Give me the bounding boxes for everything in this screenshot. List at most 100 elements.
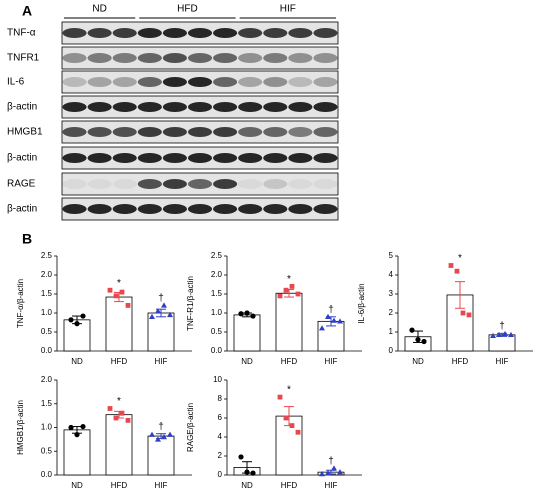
y-tick-label: 2.0 bbox=[41, 270, 53, 279]
data-point bbox=[490, 332, 496, 338]
data-point bbox=[161, 434, 167, 440]
y-tick-label: 1.5 bbox=[41, 289, 53, 298]
blot-row-label: HMGB1 bbox=[7, 127, 43, 138]
blot-band bbox=[112, 179, 137, 189]
data-point bbox=[409, 327, 415, 333]
blot-band bbox=[87, 204, 112, 214]
blot-band bbox=[288, 28, 313, 38]
x-tick-label: ND bbox=[241, 357, 253, 366]
y-tick-label: 0.0 bbox=[41, 346, 53, 355]
y-tick-label: 4 bbox=[218, 432, 223, 441]
blot-band bbox=[213, 77, 238, 87]
blot-row-label: TNFR1 bbox=[7, 53, 40, 64]
blot-band bbox=[187, 204, 213, 214]
blot-band bbox=[62, 77, 87, 87]
annotation: * bbox=[458, 253, 462, 264]
blot-band bbox=[313, 77, 338, 87]
blot-row-label: IL-6 bbox=[7, 77, 25, 88]
data-point bbox=[250, 313, 256, 319]
blot-band bbox=[112, 53, 137, 63]
blot-band bbox=[112, 204, 137, 214]
data-point bbox=[283, 287, 289, 293]
data-point bbox=[289, 423, 295, 428]
y-tick-label: 1.0 bbox=[41, 423, 53, 432]
x-tick-label: HFD bbox=[111, 357, 128, 366]
blot-band bbox=[288, 127, 313, 137]
annotation: * bbox=[117, 278, 121, 289]
blot-band bbox=[87, 28, 112, 38]
blot-band bbox=[112, 153, 137, 163]
y-tick-label: 1.5 bbox=[211, 289, 223, 298]
blot-band bbox=[288, 179, 313, 189]
blot-band bbox=[137, 53, 162, 63]
blot-band bbox=[87, 77, 112, 87]
y-axis-label: RAGE/β-actin bbox=[186, 403, 195, 452]
x-tick-label: HFD bbox=[111, 481, 128, 488]
x-tick-label: HIF bbox=[325, 481, 338, 488]
y-tick-label: 0.0 bbox=[41, 470, 53, 479]
blot-band bbox=[213, 53, 238, 63]
blot-row-label: β-actin bbox=[7, 204, 37, 215]
data-point bbox=[295, 429, 301, 435]
blot-band bbox=[288, 102, 313, 112]
data-point bbox=[107, 287, 113, 293]
y-tick-label: 0.5 bbox=[41, 327, 53, 336]
blot-band bbox=[62, 28, 87, 38]
blot-band bbox=[313, 28, 338, 38]
blot-band bbox=[263, 53, 288, 63]
data-point bbox=[238, 311, 244, 317]
blot-band bbox=[137, 77, 162, 87]
data-point bbox=[415, 337, 421, 343]
blot-band bbox=[137, 153, 162, 163]
y-tick-label: 6 bbox=[218, 413, 223, 422]
annotation: * bbox=[287, 385, 291, 396]
annotation: * bbox=[117, 396, 121, 407]
bar bbox=[446, 294, 474, 352]
bar bbox=[275, 292, 303, 352]
x-tick-label: HFD bbox=[281, 481, 298, 488]
blot-band bbox=[213, 102, 238, 112]
blot-band bbox=[313, 179, 338, 189]
y-axis-label: IL-6/β-actin bbox=[357, 283, 366, 323]
blot-band bbox=[263, 28, 288, 38]
blot-band bbox=[238, 53, 263, 63]
data-point bbox=[68, 424, 74, 431]
blot-band bbox=[162, 53, 187, 63]
bar bbox=[147, 435, 175, 476]
data-point bbox=[149, 431, 155, 437]
blot-band bbox=[288, 204, 313, 214]
data-point bbox=[319, 325, 325, 331]
data-point bbox=[277, 293, 283, 299]
y-tick-label: 1.5 bbox=[41, 399, 53, 408]
blot-band bbox=[213, 153, 238, 163]
y-tick-label: 10 bbox=[213, 375, 222, 384]
x-tick-label: ND bbox=[71, 357, 83, 366]
blot-band bbox=[62, 53, 87, 63]
data-point bbox=[119, 410, 125, 416]
y-tick-label: 5 bbox=[389, 251, 394, 260]
data-point bbox=[283, 415, 289, 421]
blot-row-label: RAGE bbox=[7, 179, 36, 190]
y-tick-label: 2 bbox=[389, 308, 394, 317]
blot-band bbox=[87, 53, 112, 63]
annotation: † bbox=[158, 293, 164, 304]
y-tick-label: 0.0 bbox=[211, 346, 223, 355]
blot-band bbox=[62, 127, 87, 137]
y-axis-label: HMGB1/β-actin bbox=[16, 400, 25, 455]
y-axis-label: TNF-α/β-actin bbox=[16, 279, 25, 328]
blot-band bbox=[87, 179, 112, 189]
data-point bbox=[155, 436, 161, 442]
blot-band bbox=[187, 127, 213, 137]
data-point bbox=[448, 263, 454, 268]
blot-band bbox=[187, 77, 213, 87]
data-point bbox=[125, 303, 131, 308]
data-point bbox=[161, 302, 167, 308]
annotation: † bbox=[328, 456, 334, 467]
data-point bbox=[325, 470, 331, 476]
x-tick-label: HIF bbox=[325, 357, 338, 366]
x-tick-label: ND bbox=[241, 481, 253, 488]
blot-band bbox=[238, 102, 263, 112]
y-axis-label: TNF-R1/β-actin bbox=[186, 276, 195, 331]
data-point bbox=[74, 432, 80, 438]
data-point bbox=[421, 338, 427, 345]
